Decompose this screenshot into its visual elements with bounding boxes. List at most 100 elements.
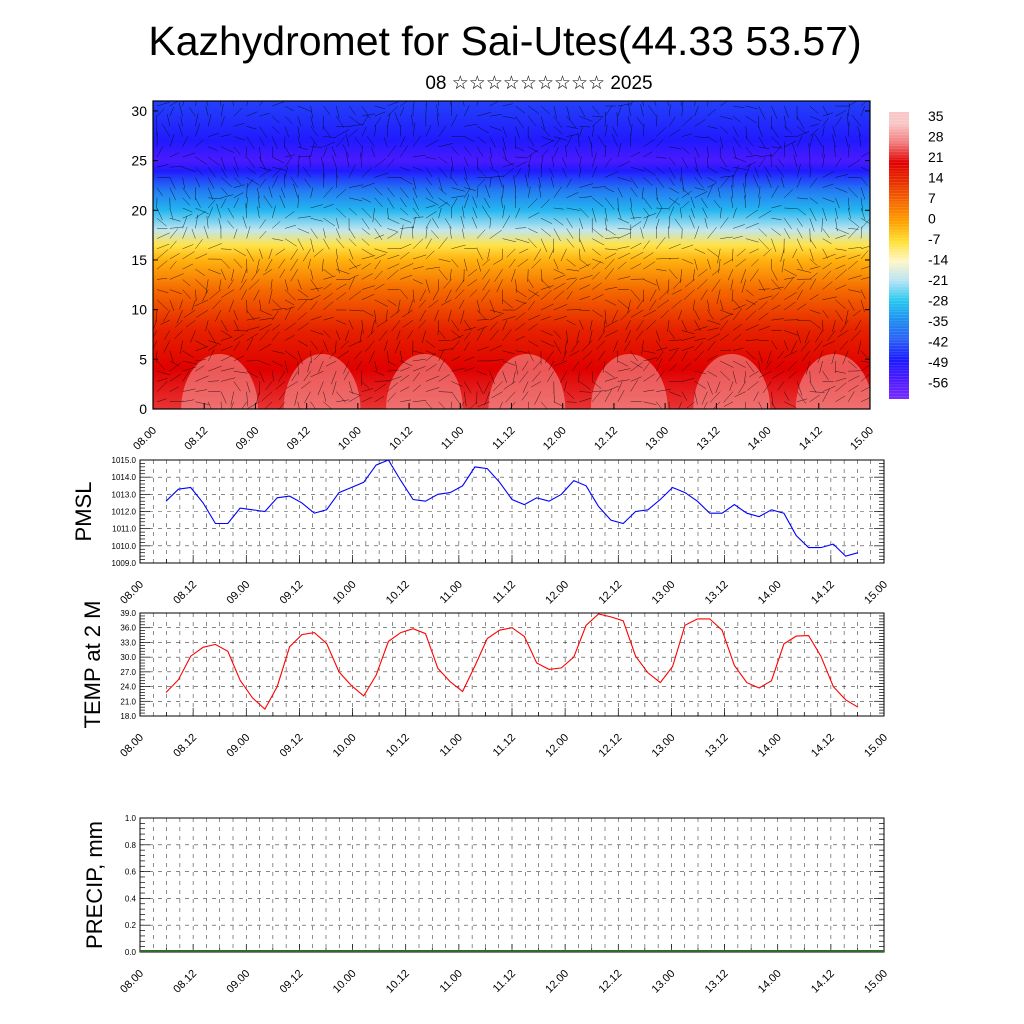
wind-arrow xyxy=(656,207,671,210)
wind-arrow xyxy=(770,152,772,168)
wind-arrow xyxy=(822,238,832,244)
wind-arrow xyxy=(502,168,514,178)
wind-arrow xyxy=(560,248,567,262)
wind-arrow xyxy=(387,187,395,197)
wind-arrow xyxy=(579,309,590,312)
wind-arrow xyxy=(208,199,216,209)
wind-arrow xyxy=(771,401,777,409)
wind-arrow xyxy=(502,146,507,161)
wind-arrow xyxy=(387,350,389,364)
wind-arrow xyxy=(822,197,835,203)
wind-arrow xyxy=(246,299,248,314)
wind-arrow xyxy=(681,244,694,250)
wind-arrow xyxy=(371,146,375,158)
wind-arrow xyxy=(444,218,452,229)
wind-arrow xyxy=(566,268,580,272)
wind-arrow xyxy=(617,276,631,280)
wind-arrow xyxy=(169,362,182,372)
colorbar-level-lines xyxy=(889,114,909,397)
wind-arrow xyxy=(553,290,565,300)
wind-arrow xyxy=(804,330,811,344)
wind-arrow xyxy=(451,320,460,332)
wind-arrow xyxy=(359,330,363,343)
wind-arrow xyxy=(502,115,516,119)
wind-arrow xyxy=(809,309,821,314)
wind-arrow xyxy=(332,155,337,168)
wind-arrow xyxy=(425,279,430,293)
wind-arrow xyxy=(302,166,311,178)
x-tick-label: 11.00 xyxy=(438,732,465,759)
wind-arrow xyxy=(784,135,798,137)
wind-arrow xyxy=(272,238,284,241)
wind-arrow xyxy=(617,261,627,270)
wind-arrow xyxy=(553,228,561,242)
wind-arrow xyxy=(336,137,345,147)
wind-arrow xyxy=(205,106,209,117)
wind-arrow xyxy=(487,248,491,260)
wind-arrow xyxy=(656,177,665,188)
wind-arrow xyxy=(668,391,682,397)
wind-arrow xyxy=(592,228,604,238)
wind-arrow xyxy=(503,381,516,390)
wind-arrow xyxy=(233,258,243,268)
wind-arrow xyxy=(438,330,446,340)
surface-warm-cell xyxy=(488,354,566,409)
wind-arrow xyxy=(681,133,692,137)
wind-arrow xyxy=(771,304,781,311)
wind-arrow xyxy=(617,177,632,182)
wind-arrow xyxy=(156,289,169,294)
wind-arrow xyxy=(809,391,825,393)
wind-arrow xyxy=(704,217,708,229)
wind-arrow xyxy=(419,289,427,302)
wind-arrow xyxy=(707,258,711,270)
wind-arrow xyxy=(263,195,273,209)
wind-arrow xyxy=(796,116,805,130)
wind-arrow xyxy=(195,365,205,372)
wind-arrow xyxy=(745,146,753,156)
wind-arrow xyxy=(553,304,568,311)
wind-arrow xyxy=(745,154,760,158)
wind-arrow xyxy=(361,238,370,246)
wind-arrow xyxy=(233,320,240,331)
wind-arrow xyxy=(540,269,543,282)
wind-arrow xyxy=(630,187,638,197)
wind-arrow xyxy=(421,330,427,344)
wind-arrow xyxy=(517,258,529,267)
wind-arrow xyxy=(195,112,199,127)
wind-arrow xyxy=(630,401,643,403)
grid xyxy=(139,612,885,717)
wind-arrow xyxy=(718,258,721,274)
wind-arrow xyxy=(387,101,399,107)
wind-arrow xyxy=(694,187,706,191)
wind-arrow xyxy=(361,388,373,392)
wind-arrow xyxy=(348,207,357,216)
wind-arrow xyxy=(455,279,465,292)
wind-arrow xyxy=(690,208,695,219)
wind-arrow xyxy=(822,270,832,280)
wind-arrow xyxy=(297,105,312,112)
wind-arrow xyxy=(297,238,304,251)
wind-arrow xyxy=(694,370,707,374)
wind-arrow xyxy=(400,197,407,208)
wind-arrow xyxy=(598,330,606,341)
wind-arrow xyxy=(745,350,756,360)
wind-arrow xyxy=(169,350,174,364)
wind-arrow xyxy=(307,360,311,373)
wind-arrow xyxy=(697,279,708,290)
wind-arrow xyxy=(284,146,292,159)
wind-arrow xyxy=(153,330,158,338)
wind-arrow xyxy=(297,165,300,178)
wind-arrow xyxy=(681,190,692,198)
wind-arrow xyxy=(297,279,302,290)
wind-arrow xyxy=(245,203,247,219)
wind-arrow xyxy=(694,248,706,254)
wind-arrow xyxy=(758,295,773,301)
wind-arrow xyxy=(814,340,823,352)
wind-arrow xyxy=(195,122,201,137)
wind-arrow xyxy=(400,399,411,403)
wind-arrow xyxy=(310,136,318,146)
wind-arrow xyxy=(246,371,259,378)
wind-arrow xyxy=(835,377,847,382)
wind-arrow xyxy=(489,309,505,314)
wind-arrow xyxy=(400,360,413,367)
